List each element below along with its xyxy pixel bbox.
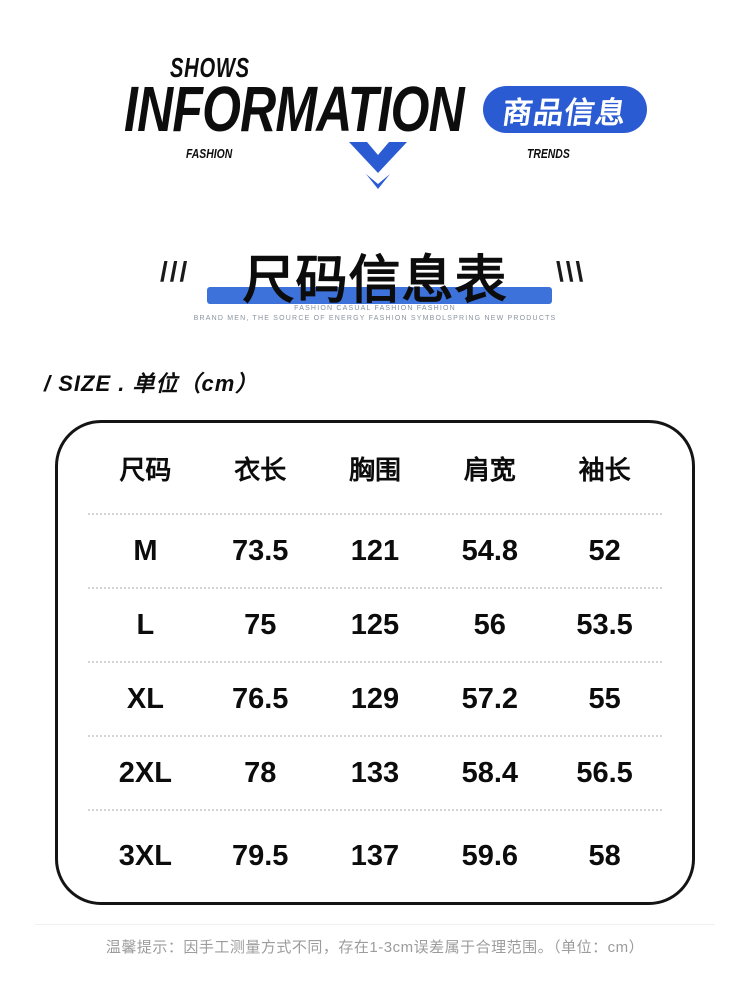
table-row: XL 76.5 129 57.2 55 (88, 663, 662, 737)
column-header-shoulder: 肩宽 (463, 454, 516, 485)
header-kicker: SHOWS (170, 52, 250, 83)
length-cell: 79.5 (231, 840, 289, 872)
table-header-row: 尺码 衣长 胸围 肩宽 袖长 (88, 423, 662, 515)
length-cell: 78 (244, 756, 277, 789)
shoulder-cell: 57.2 (461, 682, 519, 715)
column-header-size: 尺码 (119, 454, 172, 485)
table-row: 3XL 79.5 137 59.6 58 (88, 811, 662, 902)
size-unit-label: / SIZE . 单位（cm） (44, 371, 259, 396)
footer-note: 温馨提示：因手工测量方式不同，存在1-3cm误差属于合理范围。（单位：cm） (105, 939, 645, 956)
fashion-tag: FASHION (186, 146, 233, 161)
table-row: 2XL 78 133 58.4 56.5 (88, 737, 662, 811)
title-left-marks: /// (160, 256, 190, 287)
table-row: M 73.5 121 54.8 52 (88, 515, 662, 589)
column-header-sleeve: 袖长 (578, 454, 631, 485)
shoulder-cell: 54.8 (461, 534, 519, 567)
sleeve-cell: 55 (588, 682, 621, 715)
footer-divider (35, 924, 715, 925)
title-right-marks: \\\ (556, 256, 586, 287)
sleeve-cell: 52 (588, 534, 621, 567)
size-cell: XL (126, 682, 164, 715)
product-info-badge: 商品信息 (483, 86, 647, 133)
shoulder-cell: 58.4 (461, 756, 519, 789)
chest-cell: 121 (350, 534, 400, 567)
subtitle-line-1: FASHION CASUAL FASHION FASHION (294, 305, 456, 312)
length-cell: 76.5 (231, 682, 289, 715)
sleeve-cell: 53.5 (576, 608, 633, 641)
subtitle-line-2: BRAND MEN, THE SOURCE OF ENERGY FASHION … (193, 315, 557, 322)
sleeve-cell: 56.5 (576, 756, 633, 789)
shoulder-cell: 56 (473, 608, 506, 641)
size-cell: L (136, 608, 155, 641)
length-cell: 75 (244, 608, 277, 641)
size-cell: 2XL (118, 756, 172, 789)
title-underline-bar (207, 287, 552, 304)
double-chevron-down-icon (349, 142, 407, 189)
size-table: 尺码 衣长 胸围 肩宽 袖长 M 73.5 121 54.8 52 L 75 1… (55, 420, 695, 905)
product-info-badge-label: 商品信息 (500, 96, 629, 130)
length-cell: 73.5 (231, 534, 289, 567)
column-header-chest: 胸围 (348, 454, 401, 485)
chest-cell: 137 (350, 840, 400, 872)
chest-cell: 125 (350, 608, 400, 641)
trends-tag: TRENDS (527, 146, 570, 161)
size-cell: 3XL (118, 840, 172, 872)
shoulder-cell: 59.6 (461, 840, 519, 872)
size-cell: M (133, 534, 158, 567)
chest-cell: 133 (350, 756, 400, 789)
header-title: INFORMATION (124, 73, 465, 145)
section-title: 尺码信息表 (242, 252, 508, 310)
sleeve-cell: 58 (588, 840, 621, 872)
chest-cell: 129 (350, 682, 400, 715)
table-row: L 75 125 56 53.5 (88, 589, 662, 663)
column-header-length: 衣长 (234, 454, 287, 485)
